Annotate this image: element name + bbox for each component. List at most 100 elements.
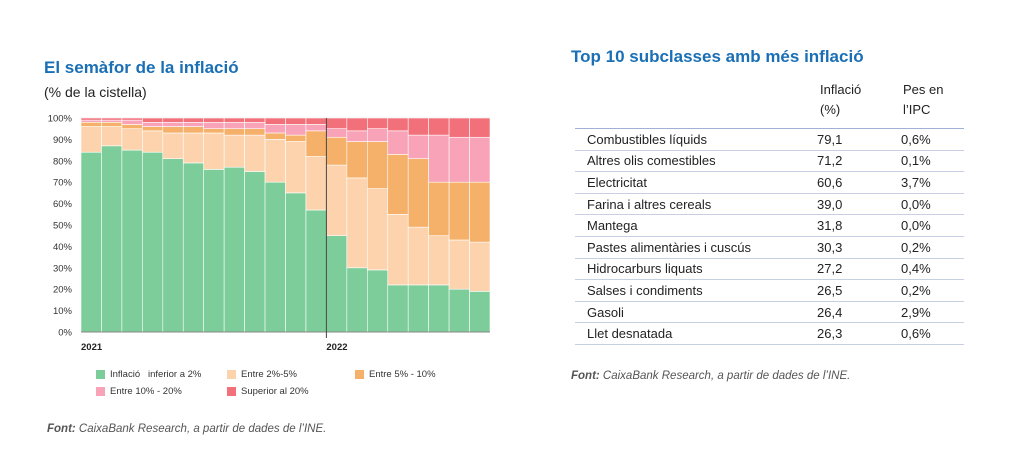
bar-segment [244, 134, 266, 172]
row-pes: 0,1% [901, 150, 964, 173]
table-row: Gasoli 26,4 2,9% [575, 301, 964, 324]
bar-segment [448, 239, 470, 290]
y-tick-label: 40% [53, 242, 73, 253]
bar-segment [244, 117, 266, 123]
bar-segment [469, 136, 491, 183]
bar-segment [346, 141, 368, 179]
row-pes: 0,6% [901, 128, 964, 151]
bar-segment [223, 128, 245, 136]
bar-segment [305, 124, 327, 132]
legend-swatch [227, 370, 236, 379]
source-text: CaixaBank Research, a partir de dades de… [599, 370, 851, 382]
source-text: CaixaBank Research, a partir de dades de… [75, 423, 327, 435]
table-row: Combustibles líquids 79,1 0,6% [575, 128, 964, 151]
bar-segment [101, 145, 123, 333]
table-row: Llet desnatada 26,3 0,6% [575, 322, 964, 345]
bar-segment [223, 117, 245, 123]
bar-segment [387, 214, 409, 286]
bar-segment [162, 158, 184, 333]
bar-segment [162, 126, 184, 134]
bar-segment [121, 119, 143, 125]
bar-segment [142, 121, 164, 127]
left-source: Font: CaixaBank Research, a partir de da… [47, 423, 326, 435]
bar-segment [203, 132, 225, 170]
table-row: Farina i altres cereals 39,0 0,0% [575, 193, 964, 216]
table-row: Altres olis comestibles 71,2 0,1% [575, 150, 964, 173]
right-source: Font: CaixaBank Research, a partir de da… [571, 370, 850, 382]
col-header-inflacio-line1: Inflació [820, 82, 862, 97]
row-pes: 0,2% [901, 236, 964, 259]
bar-segment [305, 130, 327, 157]
row-inflacio: 27,2 [817, 258, 901, 281]
row-name: Gasoli [575, 301, 817, 324]
bar-segment [142, 151, 164, 333]
bar-segment [305, 156, 327, 211]
bar-segment [101, 119, 123, 123]
bar-segment [80, 151, 102, 333]
bar-segment [285, 141, 307, 194]
y-tick-label: 80% [53, 156, 73, 167]
bar-segment [387, 130, 409, 155]
table-row: Pastes alimentàries i cuscús 30,3 0,2% [575, 236, 964, 259]
bar-segment [203, 128, 225, 134]
legend-label: Entre 10% - 20% [110, 386, 182, 397]
bar-segment [101, 117, 123, 121]
bar-segment [162, 117, 184, 123]
bar-segment [366, 117, 389, 129]
bar-segment [264, 124, 286, 134]
legend-item-2-5: Entre 2%-5% [227, 369, 297, 380]
bar-segment [326, 128, 348, 138]
bar-segment [203, 169, 225, 333]
legend-label: Entre 2%-5% [241, 369, 297, 380]
table-row: Mantega 31,8 0,0% [575, 214, 964, 237]
row-pes: 0,2% [901, 279, 964, 302]
row-name: Mantega [575, 214, 817, 237]
bar-segment [121, 149, 143, 333]
y-tick-label: 0% [58, 328, 72, 339]
row-inflacio: 30,3 [817, 236, 901, 259]
bar-segment [142, 117, 164, 123]
row-pes: 2,9% [901, 301, 964, 324]
bar-segment [305, 117, 327, 125]
y-tick-label: 50% [53, 221, 73, 232]
y-tick-label: 10% [53, 306, 73, 317]
bar-segment [223, 134, 245, 168]
bar-segment [428, 117, 450, 136]
row-name: Altres olis comestibles [575, 150, 817, 173]
row-inflacio: 60,6 [817, 171, 901, 194]
bar-segment [244, 128, 266, 136]
bar-segment [264, 181, 286, 333]
row-name: Combustibles líquids [575, 128, 817, 151]
row-pes: 3,7% [901, 171, 964, 194]
bar-segment [101, 126, 123, 147]
row-pes: 0,0% [901, 193, 964, 216]
bar-segment [407, 134, 429, 159]
chart-subtitle: (% de la cistella) [44, 84, 147, 100]
bar-segment [407, 117, 429, 136]
bar-segment [203, 121, 225, 130]
y-tick-label: 60% [53, 199, 73, 210]
bar-segment [182, 132, 205, 164]
bar-segment [203, 117, 225, 123]
bar-segment [285, 117, 307, 125]
legend-item-10-20: Entre 10% - 20% [96, 386, 182, 397]
bar-segment [448, 117, 470, 138]
y-tick-label: 30% [53, 263, 73, 274]
bar-segment [244, 171, 266, 333]
table-row: Hidrocarburs liquats 27,2 0,4% [575, 258, 964, 281]
bar-segment [162, 132, 184, 159]
bar-segment [80, 117, 102, 121]
bar-segment [264, 139, 286, 183]
bar-segment [162, 121, 184, 127]
bar-segment [285, 192, 307, 333]
col-header-pes-line1: Pes en [903, 82, 944, 97]
legend-swatch [96, 387, 105, 396]
bar-segment [469, 241, 491, 292]
chart-title: El semàfor de la inflació [44, 58, 239, 77]
row-name: Hidrocarburs liquats [575, 258, 817, 281]
row-inflacio: 26,4 [817, 301, 901, 324]
bar-segment [80, 119, 102, 123]
row-name: Farina i altres cereals [575, 193, 817, 216]
bar-segment [469, 117, 491, 138]
col-header-pes-line2: l’IPC [903, 102, 931, 117]
